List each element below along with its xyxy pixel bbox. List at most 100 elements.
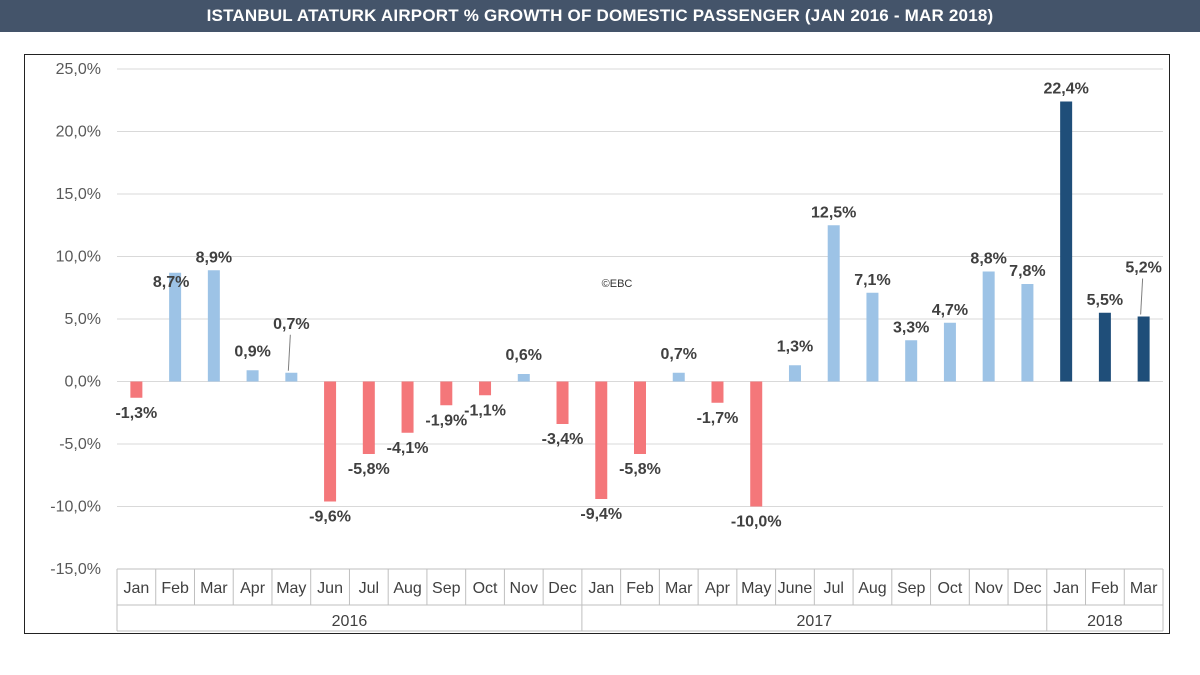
category-label: Jan <box>123 580 149 597</box>
bar <box>517 374 530 382</box>
y-tick-label: -15,0% <box>50 561 101 578</box>
data-label: 7,8% <box>1009 263 1045 280</box>
data-label: 1,3% <box>777 338 813 355</box>
chart-frame: 25,0% 20,0% 15,0% 10,0% 5,0% 0,0% -5,0% -10,0% -… <box>24 54 1170 634</box>
data-label: -1,1% <box>464 402 506 419</box>
category-label: Aug <box>393 580 421 597</box>
year-label: 2016 <box>332 613 368 630</box>
category-label: Nov <box>510 580 538 597</box>
data-label: -5,8% <box>619 461 661 478</box>
bar <box>1137 316 1150 382</box>
bar <box>595 381 608 499</box>
bar <box>905 340 918 382</box>
bar <box>1021 284 1034 382</box>
y-tick-label: 0,0% <box>65 374 101 391</box>
bar <box>672 372 685 382</box>
data-label: 3,3% <box>893 319 929 336</box>
category-label: Oct <box>473 580 498 597</box>
data-label: 7,1% <box>854 272 890 289</box>
category-label: Mar <box>665 580 693 597</box>
data-label: -9,4% <box>580 506 622 523</box>
data-label: 8,8% <box>970 251 1006 268</box>
data-label: 4,7% <box>932 302 968 319</box>
year-label: 2018 <box>1087 613 1123 630</box>
y-tick-label: -10,0% <box>50 499 101 516</box>
year-label: 2017 <box>797 613 833 630</box>
bar <box>130 381 143 398</box>
y-tick-label: 20,0% <box>56 124 101 141</box>
y-tick-label: 5,0% <box>65 311 101 328</box>
bar <box>750 381 763 507</box>
data-label: 8,9% <box>196 249 232 266</box>
category-label: Jul <box>359 580 379 597</box>
category-label: Jan <box>1053 580 1079 597</box>
y-tick-label: 25,0% <box>56 61 101 78</box>
category-label: Oct <box>937 580 962 597</box>
category-label: Nov <box>974 580 1002 597</box>
data-label: 8,7% <box>153 274 189 291</box>
chart-title: ISTANBUL ATATURK AIRPORT % GROWTH OF DOM… <box>206 6 994 25</box>
data-label: 0,9% <box>234 343 270 360</box>
bar <box>556 381 569 424</box>
leader-line <box>287 334 291 371</box>
category-label: Jul <box>823 580 843 597</box>
category-label: June <box>778 580 813 597</box>
category-label: Apr <box>705 580 731 597</box>
bar <box>866 292 879 382</box>
category-label: Dec <box>548 580 576 597</box>
data-label: 0,7% <box>273 316 309 333</box>
bar <box>943 322 956 382</box>
bar-chart: 25,0% 20,0% 15,0% 10,0% 5,0% 0,0% -5,0% -10,0% -… <box>50 61 1164 632</box>
bar <box>982 271 995 382</box>
category-label: Feb <box>1091 580 1119 597</box>
bar <box>324 381 337 502</box>
data-label: 22,4% <box>1043 81 1088 98</box>
category-label: Sep <box>432 580 461 597</box>
bar <box>634 381 646 454</box>
y-tick-label: 15,0% <box>56 186 101 203</box>
bar <box>169 272 182 382</box>
bar <box>401 381 414 433</box>
bar <box>788 365 801 382</box>
data-label: -9,6% <box>309 509 351 526</box>
data-label: -4,1% <box>387 440 429 457</box>
bar <box>285 372 298 382</box>
category-label: Mar <box>1130 580 1158 597</box>
category-label: Feb <box>626 580 654 597</box>
bar <box>440 381 453 406</box>
data-label: -5,8% <box>348 461 390 478</box>
bar <box>1060 101 1073 382</box>
data-label: 0,6% <box>506 347 542 364</box>
category-label: Jan <box>588 580 614 597</box>
data-label: 5,5% <box>1087 292 1123 309</box>
category-label: May <box>276 580 306 597</box>
y-tick-label: -5,0% <box>59 436 101 453</box>
bar <box>246 370 259 382</box>
bar <box>711 381 724 403</box>
category-label: Feb <box>161 580 189 597</box>
category-label: May <box>741 580 771 597</box>
data-label: -10,0% <box>731 514 782 531</box>
watermark: ©EBC <box>602 278 633 290</box>
data-label: -1,3% <box>115 405 157 422</box>
leader-line <box>1140 278 1144 315</box>
data-label: 0,7% <box>661 346 697 363</box>
chart-title-bar: ISTANBUL ATATURK AIRPORT % GROWTH OF DOM… <box>0 0 1200 32</box>
data-label: -3,4% <box>542 431 584 448</box>
bar <box>207 270 220 382</box>
data-label: -1,7% <box>697 410 739 427</box>
y-tick-label: 10,0% <box>56 249 101 266</box>
bar <box>1098 312 1111 382</box>
category-label: Aug <box>858 580 886 597</box>
category-label: Jun <box>317 580 343 597</box>
category-label: Sep <box>897 580 926 597</box>
category-label: Dec <box>1013 580 1041 597</box>
data-label: 5,2% <box>1125 260 1161 277</box>
bar <box>827 225 840 382</box>
category-label: Apr <box>240 580 266 597</box>
data-label: -1,9% <box>425 412 467 429</box>
category-label: Mar <box>200 580 228 597</box>
data-label: 12,5% <box>811 204 856 221</box>
bar <box>362 381 375 454</box>
bar <box>479 381 492 396</box>
